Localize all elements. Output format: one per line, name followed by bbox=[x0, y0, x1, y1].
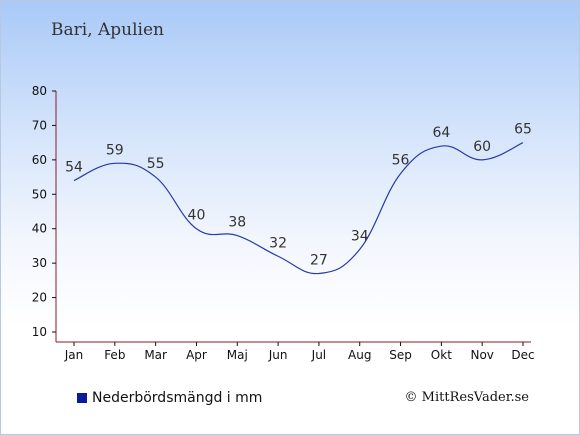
data-label: 27 bbox=[310, 252, 328, 268]
data-label: 38 bbox=[228, 215, 246, 231]
data-label: 56 bbox=[392, 153, 410, 169]
data-label: 64 bbox=[432, 125, 450, 141]
legend: Nederbördsmängd i mm bbox=[77, 390, 262, 406]
data-label: 60 bbox=[473, 139, 491, 155]
x-tick-label: Mar bbox=[144, 348, 167, 362]
legend-label: Nederbördsmängd i mm bbox=[92, 390, 263, 406]
x-ticks: Jan Feb Mar Apr Maj Jun Jul Aug Sep Okt Nov Dec bbox=[64, 342, 535, 362]
x-tick-label: Dec bbox=[511, 348, 534, 362]
y-tick-label: 70 bbox=[32, 118, 47, 132]
y-tick-label: 30 bbox=[32, 256, 47, 270]
x-tick-label: Jun bbox=[268, 348, 288, 362]
series-line bbox=[73, 142, 524, 275]
y-tick-label: 20 bbox=[32, 291, 47, 305]
y-tick-label: 10 bbox=[32, 325, 47, 339]
x-tick-label: Maj bbox=[227, 348, 248, 362]
y-tick-label: 40 bbox=[32, 222, 47, 236]
y-tick-label: 60 bbox=[32, 153, 47, 167]
data-label: 65 bbox=[514, 122, 532, 138]
x-tick-label: Nov bbox=[470, 348, 493, 362]
x-tick-label: Jul bbox=[311, 348, 326, 362]
data-label: 34 bbox=[351, 228, 369, 244]
axes bbox=[55, 91, 531, 343]
series-group bbox=[73, 142, 524, 275]
y-tick-label: 50 bbox=[32, 187, 47, 201]
data-label: 40 bbox=[188, 208, 206, 224]
data-label: 59 bbox=[106, 142, 124, 158]
x-tick-label: Feb bbox=[104, 348, 125, 362]
x-tick-label: Apr bbox=[186, 348, 207, 362]
x-tick-label: Aug bbox=[348, 348, 371, 362]
y-ticks: 10 20 30 40 50 60 70 80 bbox=[32, 84, 56, 339]
data-label: 32 bbox=[269, 235, 287, 251]
data-labels: 54 59 55 40 38 32 27 34 56 64 60 65 bbox=[65, 122, 532, 269]
x-tick-label: Sep bbox=[389, 348, 412, 362]
data-label: 54 bbox=[65, 160, 83, 176]
chart-title: Bari, Apulien bbox=[51, 20, 164, 40]
copyright-text: © MittResVader.se bbox=[404, 390, 529, 405]
legend-swatch bbox=[77, 393, 87, 403]
y-tick-label: 80 bbox=[32, 84, 47, 98]
data-label: 55 bbox=[147, 156, 165, 172]
x-tick-label: Jan bbox=[64, 348, 84, 362]
x-tick-label: Okt bbox=[431, 348, 452, 362]
